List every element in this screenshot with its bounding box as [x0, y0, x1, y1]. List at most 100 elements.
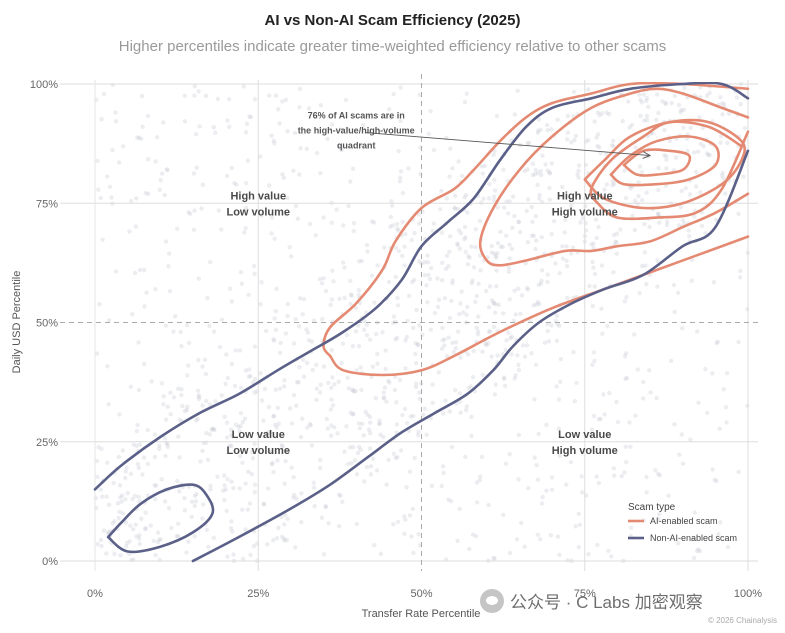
scatter-point [196, 276, 201, 281]
scatter-point [384, 482, 389, 487]
quadrant-label: Low volume [226, 206, 290, 218]
scatter-point [665, 219, 670, 224]
scatter-point [173, 314, 178, 319]
scatter-point [424, 283, 429, 288]
scatter-point [461, 310, 466, 315]
scatter-point [203, 398, 209, 404]
scatter-point [565, 558, 571, 563]
scatter-point [189, 514, 194, 520]
scatter-point [120, 448, 125, 453]
scatter-point [400, 219, 405, 225]
scatter-point [562, 230, 567, 235]
scatter-point [439, 277, 445, 283]
scatter-point [404, 334, 410, 340]
scatter-point [413, 340, 418, 346]
scatter-point [623, 195, 629, 201]
scatter-point [325, 136, 330, 142]
scatter-point [98, 537, 104, 543]
scatter-point [583, 220, 588, 226]
scatter-point [667, 138, 672, 144]
scatter-point [346, 461, 351, 467]
scatter-point [662, 153, 667, 158]
scatter-point [639, 100, 644, 105]
scatter-point [285, 195, 290, 201]
scatter-point [289, 465, 294, 470]
contour-line [191, 149, 750, 563]
scatter-point [321, 215, 326, 220]
scatter-point [395, 226, 400, 231]
scatter-point [312, 503, 317, 509]
scatter-point [178, 329, 183, 335]
scatter-point [412, 230, 417, 236]
scatter-point [638, 113, 643, 119]
scatter-point [465, 261, 471, 267]
scatter-point [239, 385, 244, 390]
scatter-point [132, 270, 138, 276]
scatter-point [678, 110, 683, 115]
scatter-point [519, 293, 525, 298]
scatter-point [714, 340, 719, 346]
scatter-point [304, 146, 309, 152]
contour-line [106, 483, 215, 554]
scatter-point [193, 499, 199, 504]
scatter-point [116, 454, 122, 460]
scatter-point [241, 84, 246, 89]
scatter-point [516, 286, 521, 291]
scatter-point [252, 344, 258, 349]
scatter-point [217, 344, 223, 350]
scatter-point [418, 145, 423, 150]
scatter-point [639, 263, 645, 269]
scatter-point [237, 486, 242, 491]
scatter-point [697, 115, 702, 120]
scatter-point [494, 284, 499, 289]
scatter-point [633, 145, 638, 150]
scatter-point [258, 302, 263, 307]
scatter-point [672, 93, 678, 99]
scatter-point [119, 499, 124, 504]
scatter-point [525, 287, 531, 292]
scatter-point [226, 96, 232, 102]
scatter-point [487, 329, 493, 334]
scatter-point [203, 371, 209, 377]
scatter-point [489, 250, 494, 255]
scatter-point [176, 521, 181, 526]
scatter-point [390, 223, 396, 228]
scatter-point [369, 273, 375, 278]
scatter-point [212, 427, 217, 432]
scatter-point [244, 121, 250, 126]
scatter-point [493, 301, 498, 307]
x-tick-label: 75% [574, 588, 596, 600]
scatter-point [491, 152, 496, 158]
scatter-point [655, 258, 660, 264]
contour-group-non-ai-enabled-scam [93, 82, 750, 563]
scatter-point [393, 319, 398, 325]
scatter-point [208, 487, 213, 492]
scatter-point [660, 99, 665, 104]
scatter-point [271, 413, 276, 419]
scatter-point [306, 338, 311, 343]
scatter-point [291, 168, 296, 173]
scatter-point [450, 166, 455, 171]
scatter-point [416, 429, 421, 434]
scatter-point [356, 323, 361, 328]
scatter-point [296, 379, 301, 385]
scatter-point [463, 249, 468, 255]
scatter-point [448, 498, 454, 504]
scatter-point [576, 511, 581, 516]
scatter-point [644, 490, 649, 495]
scatter-point [501, 311, 506, 316]
scatter-point [545, 328, 550, 334]
scatter-point [680, 461, 686, 466]
scatter-point [676, 223, 682, 228]
scatter-point [200, 448, 205, 454]
scatter-point [554, 338, 560, 344]
scatter-point [543, 162, 548, 167]
annotation-text: quadrant [337, 141, 376, 151]
scatter-point [163, 417, 169, 422]
scatter-point [224, 352, 229, 357]
scatter-point [242, 416, 248, 421]
scatter-point [459, 289, 464, 294]
scatter-point [338, 493, 343, 499]
scatter-point [375, 361, 380, 366]
scatter-point [428, 265, 434, 271]
